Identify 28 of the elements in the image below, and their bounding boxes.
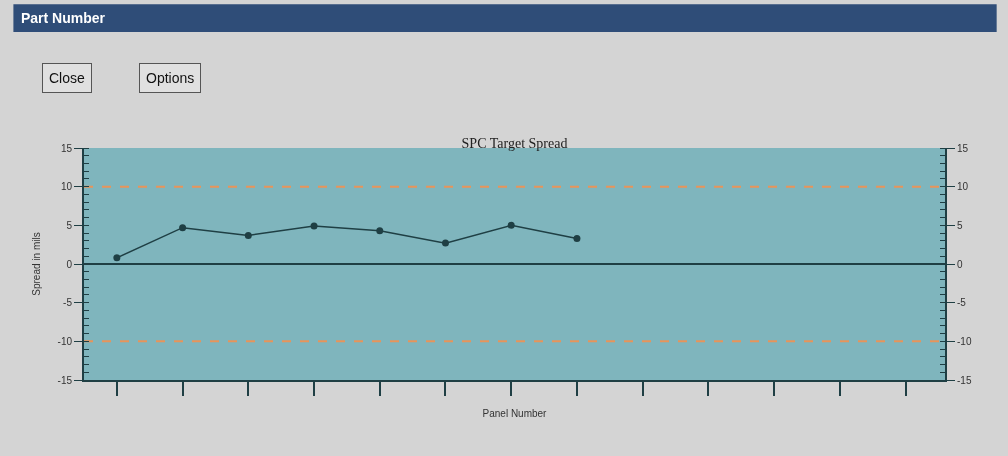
point (310, 222, 318, 230)
y-tick-label: -10 (57, 335, 73, 347)
point (507, 221, 515, 229)
point (244, 231, 252, 239)
text: Close (49, 70, 86, 86)
y2-tick-label: 0 (957, 258, 963, 270)
text: Options (146, 70, 195, 86)
point (179, 224, 187, 232)
y-tick-label: -5 (63, 297, 73, 309)
y2-tick-label: 10 (957, 181, 969, 193)
y-tick-label: -15 (57, 374, 73, 386)
y2-tick-label: -10 (957, 335, 972, 347)
y2-tick-label: -5 (957, 297, 967, 309)
text: Part Number (21, 10, 106, 26)
y-axis-title: Spread in mils (31, 232, 43, 296)
chart-title: SPC Target Spread (461, 136, 568, 151)
y-tick-label: 0 (66, 258, 73, 270)
y-tick-label: 5 (66, 219, 73, 231)
y-tick-label: 10 (60, 181, 73, 193)
point (573, 234, 581, 242)
y2-tick-label: 15 (957, 142, 969, 154)
y2-tick-label: 5 (957, 219, 963, 231)
point (441, 239, 449, 247)
x-axis-title: Panel Number (482, 408, 548, 419)
y-tick-label: 15 (60, 142, 73, 154)
point (113, 254, 121, 262)
y2-tick-label: -15 (957, 374, 972, 386)
point (376, 227, 384, 235)
